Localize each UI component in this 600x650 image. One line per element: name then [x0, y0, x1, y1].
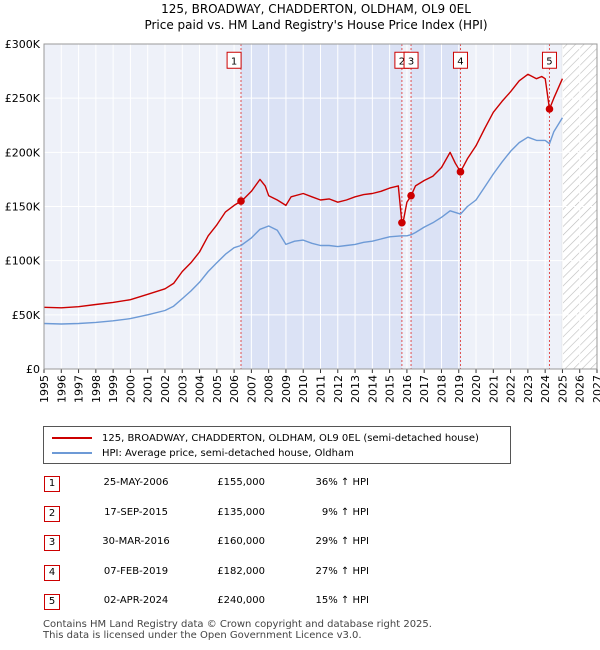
- hpi-series-line: [43, 117, 563, 325]
- property-series-line: [43, 73, 564, 309]
- transaction-point: [407, 191, 415, 200]
- y-tick-label: £300K: [5, 38, 41, 51]
- transaction-label-box: [226, 51, 242, 69]
- transaction-label-text: 2: [399, 56, 405, 67]
- transaction-label-text: 1: [231, 56, 237, 67]
- sale-price: £135,000: [217, 507, 265, 518]
- transaction-label-box: [452, 51, 468, 69]
- marker-badge: 2: [44, 506, 60, 522]
- transaction-label-text: 4: [457, 56, 463, 67]
- x-tick-label: 2014: [366, 375, 379, 403]
- sale-date: 25-MAY-2006: [103, 477, 169, 488]
- footer-line-copyright: Contains HM Land Registry data © Crown c…: [43, 619, 432, 630]
- price-chart: 125, BROADWAY, CHADDERTON, OLDHAM, OL9 0…: [5, 2, 600, 403]
- hpi-change: 15% ↑ HPI: [315, 595, 369, 606]
- legend-item-hpi: HPI: Average price, semi-detached house,…: [52, 446, 354, 460]
- x-tick-label: 1998: [90, 375, 103, 403]
- sale-price: £160,000: [217, 536, 265, 547]
- x-tick-label: 2009: [280, 375, 293, 403]
- chart-legend: 125, BROADWAY, CHADDERTON, OLDHAM, OL9 0…: [43, 426, 511, 464]
- x-tick-label: 1995: [38, 375, 51, 403]
- transaction-label-text: 5: [546, 56, 552, 67]
- transaction-label-box: [541, 51, 557, 69]
- table-row: 5 02-APR-2024 £240,000 15% ↑ HPI: [43, 594, 463, 610]
- marker-badge: 1: [44, 476, 60, 492]
- x-tick-label: 2026: [574, 375, 587, 403]
- table-row: 4 07-FEB-2019 £182,000 27% ↑ HPI: [43, 565, 463, 581]
- x-tick-label: 2019: [453, 375, 466, 403]
- legend-swatch-property: [52, 437, 92, 439]
- x-tick-label: 2017: [418, 375, 431, 403]
- hpi-change: 9% ↑ HPI: [321, 507, 369, 518]
- x-tick-label: 1997: [73, 375, 86, 403]
- transaction-point: [456, 168, 465, 176]
- marker-badge: 3: [44, 535, 60, 551]
- x-tick-label: 2013: [349, 375, 362, 403]
- x-tick-label: 2020: [470, 375, 483, 403]
- hpi-change: 27% ↑ HPI: [315, 566, 369, 577]
- table-row: 3 30-MAR-2016 £160,000 29% ↑ HPI: [43, 535, 463, 551]
- transaction-point: [398, 218, 406, 227]
- x-tick-label: 2016: [401, 375, 414, 403]
- sale-date: 30-MAR-2016: [102, 536, 170, 547]
- x-tick-label: 2007: [245, 375, 258, 403]
- legend-item-property: 125, BROADWAY, CHADDERTON, OLDHAM, OL9 0…: [52, 431, 479, 445]
- x-tick-label: 2025: [556, 375, 569, 403]
- x-tick-label: 2001: [142, 375, 155, 403]
- footer-line-licence: This data is licensed under the Open Gov…: [43, 630, 362, 641]
- x-tick-label: 2023: [522, 375, 535, 403]
- x-tick-label: 2024: [539, 375, 552, 403]
- x-tick-label: 2004: [194, 375, 207, 403]
- x-tick-label: 2003: [176, 375, 189, 403]
- y-tick-label: £100K: [5, 255, 41, 268]
- x-tick-label: 2015: [384, 375, 397, 403]
- x-tick-label: 2011: [315, 375, 328, 403]
- x-tick-label: 1999: [107, 375, 120, 403]
- sale-date: 02-APR-2024: [103, 595, 169, 606]
- transaction-label-box: [403, 51, 419, 69]
- transaction-label-text: 3: [408, 56, 414, 67]
- y-tick-label: £150K: [5, 201, 41, 214]
- sale-price: £182,000: [217, 566, 265, 577]
- x-tick-label: 2012: [332, 375, 345, 403]
- x-tick-label: 2022: [505, 375, 518, 403]
- hpi-change: 36% ↑ HPI: [315, 477, 369, 488]
- y-tick-label: £200K: [5, 146, 41, 159]
- marker-badge: 4: [44, 565, 60, 581]
- sale-price: £240,000: [217, 595, 265, 606]
- x-tick-label: 2018: [435, 375, 448, 403]
- sale-price: £155,000: [217, 477, 265, 488]
- y-tick-label: £250K: [5, 92, 41, 105]
- sale-date: 17-SEP-2015: [104, 507, 168, 518]
- x-tick-label: 2006: [228, 375, 241, 403]
- x-tick-label: 2005: [211, 375, 224, 403]
- table-row: 1 25-MAY-2006 £155,000 36% ↑ HPI: [43, 476, 463, 492]
- x-tick-label: 2008: [263, 375, 276, 403]
- y-tick-label: £50K: [12, 309, 41, 322]
- table-row: 2 17-SEP-2015 £135,000 9% ↑ HPI: [43, 506, 463, 522]
- legend-label-hpi: HPI: Average price, semi-detached house,…: [102, 447, 354, 459]
- x-tick-label: 2010: [297, 375, 310, 403]
- legend-swatch-hpi: [52, 452, 92, 454]
- chart-title: 125, BROADWAY, CHADDERTON, OLDHAM, OL9 0…: [161, 2, 471, 16]
- transaction-point: [237, 197, 245, 205]
- x-tick-label: 1996: [55, 375, 68, 403]
- sale-date: 07-FEB-2019: [103, 566, 169, 577]
- x-tick-label: 2002: [159, 375, 172, 403]
- footer-attribution: Contains HM Land Registry data © Crown c…: [43, 619, 432, 641]
- plot-frame: [43, 43, 598, 370]
- transaction-point: [545, 105, 554, 113]
- hpi-change: 29% ↑ HPI: [315, 536, 369, 547]
- legend-label-property: 125, BROADWAY, CHADDERTON, OLDHAM, OL9 0…: [102, 432, 479, 444]
- y-tick-label: £0: [26, 363, 40, 376]
- x-tick-label: 2000: [124, 375, 137, 403]
- x-tick-label: 2027: [591, 375, 600, 403]
- marker-badge: 5: [44, 594, 60, 610]
- chart-subtitle: Price paid vs. HM Land Registry's House …: [144, 18, 487, 32]
- x-tick-label: 2021: [487, 375, 500, 403]
